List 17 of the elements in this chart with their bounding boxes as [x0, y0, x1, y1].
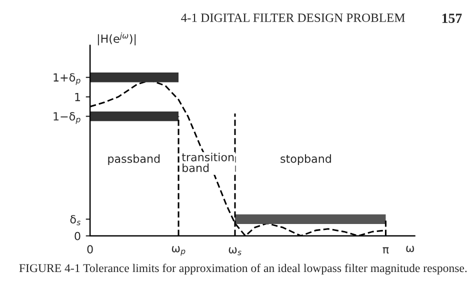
x-tick-label: ω$_{s}$ — [228, 247, 242, 256]
annotation: stopband — [280, 154, 331, 166]
annotation: transition band — [182, 152, 234, 172]
caption: FIGURE 4-1 Tolerance limits for approximation of an ideal lowpass filter magnitude response. — [19, 264, 467, 275]
x-tick-label: 0 — [87, 245, 93, 254]
y-tick-label: 1+δ$_{p}$ — [54, 73, 80, 85]
x-tick-label: ω$_{p}$ — [172, 246, 186, 256]
text: 4-1 DIGITAL FILTER DESIGN PROBLEM — [181, 14, 405, 22]
y-tick-label: 0 — [74, 232, 80, 240]
annotation: passband — [108, 154, 160, 166]
y-tick-label: 1−δ$_{p}$ — [54, 112, 80, 124]
x-axis-title: ω — [406, 246, 414, 252]
y-tick-label: 1 — [75, 92, 80, 102]
y-axis-title: |H(e$^{jω}$)| — [98, 32, 136, 46]
y-tick-label: δ$_{s}$ — [70, 215, 80, 226]
x-tick-label: π — [382, 247, 389, 254]
text: 157 — [442, 14, 462, 23]
